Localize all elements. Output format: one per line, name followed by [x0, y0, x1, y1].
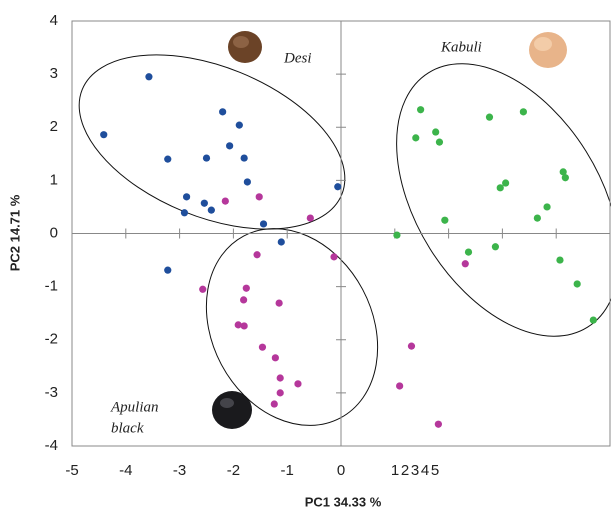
x-tick-label: -5 — [65, 462, 78, 479]
apulian-ellipse — [173, 198, 411, 455]
x-axis-title: PC1 34.33 % — [305, 494, 382, 509]
point — [520, 108, 527, 115]
point — [183, 193, 190, 200]
y-tick-label: -1 — [45, 278, 58, 295]
x-tick-label: 5 — [431, 462, 439, 479]
y-axis-title: PC2 14.71 % — [7, 194, 22, 271]
point — [412, 134, 419, 141]
y-tick-label: 1 — [50, 171, 58, 188]
point — [208, 207, 215, 214]
point — [276, 299, 283, 306]
kabuli-ellipse — [350, 24, 611, 376]
point — [277, 374, 284, 381]
y-tick-label: 3 — [50, 65, 58, 82]
x-tick-label: 0 — [337, 462, 345, 479]
x-tick-label: -1 — [281, 462, 294, 479]
desi-seed — [228, 31, 262, 63]
point — [260, 220, 267, 227]
point — [243, 285, 250, 292]
point — [590, 316, 597, 323]
x-tick-label: -4 — [119, 462, 132, 479]
desi-ellipse — [54, 20, 370, 264]
annotation: Desi — [283, 50, 312, 66]
annotation: Kabuli — [440, 39, 482, 55]
point — [100, 131, 107, 138]
point — [417, 106, 424, 113]
x-tick-label: 3 — [411, 462, 419, 479]
point — [436, 139, 443, 146]
y-tick-label: -4 — [45, 437, 58, 454]
point — [222, 197, 229, 204]
point — [278, 238, 285, 245]
point — [164, 267, 171, 274]
x-tick-label: -3 — [173, 462, 186, 479]
point — [543, 203, 550, 210]
point — [408, 343, 415, 350]
x-tick-label: -2 — [227, 462, 240, 479]
point — [145, 73, 152, 80]
y-tick-label: -3 — [45, 384, 58, 401]
point — [241, 322, 248, 329]
kabuli-seed — [529, 32, 567, 68]
point — [219, 108, 226, 115]
point — [441, 217, 448, 224]
x-tick-label: 1 — [391, 462, 399, 479]
point — [334, 183, 341, 190]
point — [226, 142, 233, 149]
y-tick-label: -2 — [45, 331, 58, 348]
point — [236, 122, 243, 129]
point — [330, 253, 337, 260]
point — [253, 251, 260, 258]
point — [396, 382, 403, 389]
point — [574, 280, 581, 287]
y-tick-label: 0 — [50, 224, 58, 241]
point — [181, 209, 188, 216]
point — [486, 114, 493, 121]
point — [497, 184, 504, 191]
y-tick-label: 2 — [50, 118, 58, 135]
point — [393, 231, 400, 238]
annotation: black — [111, 420, 144, 436]
point — [199, 286, 206, 293]
point — [465, 248, 472, 255]
point — [432, 128, 439, 135]
point — [244, 178, 251, 185]
point — [201, 200, 208, 207]
point — [307, 214, 314, 221]
point — [562, 174, 569, 181]
point — [277, 389, 284, 396]
point — [556, 256, 563, 263]
point — [492, 243, 499, 250]
point — [240, 296, 247, 303]
point — [502, 179, 509, 186]
point — [294, 380, 301, 387]
point — [462, 260, 469, 267]
point — [164, 156, 171, 163]
point — [271, 400, 278, 407]
annotation: Apulian — [110, 399, 159, 415]
x-tick-label: 4 — [421, 462, 429, 479]
point — [435, 421, 442, 428]
point — [272, 354, 279, 361]
point — [203, 154, 210, 161]
x-tick-label: 2 — [401, 462, 409, 479]
point — [241, 154, 248, 161]
chart: Desi Kabuli Apulian black PC1 34.33 % PC… — [0, 0, 611, 513]
point — [259, 344, 266, 351]
point — [256, 193, 263, 200]
point — [534, 214, 541, 221]
y-tick-label: 4 — [50, 12, 58, 29]
